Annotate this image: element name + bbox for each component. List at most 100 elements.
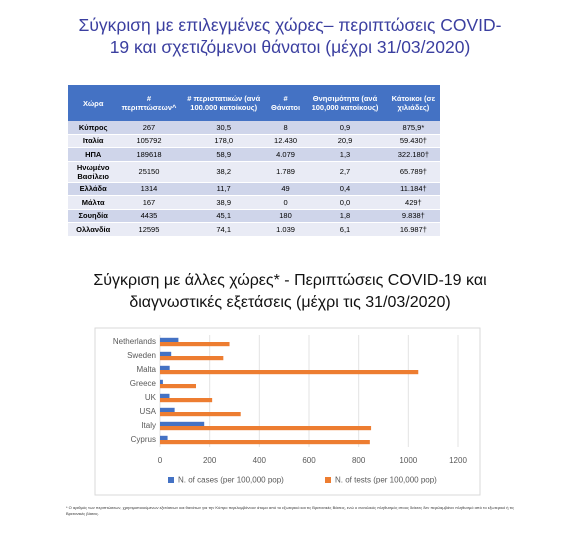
cell: 0,4 — [303, 182, 387, 196]
cell: ΗΠΑ — [68, 147, 119, 162]
bar — [160, 407, 175, 412]
table-row: Ηνωμένο Βασίλειο 25150 38,2 1.789 2,7 65.789† — [68, 161, 440, 183]
cell: 12.430 — [267, 134, 304, 148]
cell: 16.987† — [386, 222, 440, 237]
bar — [160, 384, 197, 389]
bar — [160, 412, 241, 417]
cell: 105792 — [118, 134, 180, 148]
bar — [160, 426, 372, 431]
cell: 0 — [267, 195, 304, 210]
bar — [160, 370, 419, 375]
cell: 74,1 — [179, 222, 268, 237]
y-tick-label: UK — [145, 393, 157, 402]
cell: 875,9* — [386, 121, 440, 135]
x-tick-label: 600 — [302, 456, 316, 465]
table-row: Σουηδία 4435 45,1 180 1,8 9.838† — [68, 209, 440, 223]
cell: 11,7 — [179, 182, 268, 196]
y-tick-label: Cyprus — [131, 435, 156, 444]
cell: 38,2 — [179, 161, 268, 183]
footnote: * Ο αριθμός των περιπτώσεων, χρησιμοποιο… — [66, 505, 515, 516]
bar — [160, 351, 172, 356]
cell: 2,7 — [303, 161, 387, 183]
table-row: ΗΠΑ 189618 58,9 4.079 1,3 322.180† — [68, 147, 440, 162]
table-row: Ολλανδία 12595 74,1 1.039 6,1 16.987† — [68, 222, 440, 237]
x-tick-label: 1000 — [399, 456, 417, 465]
cell: Κύπρος — [68, 121, 119, 135]
cell: 45,1 — [179, 209, 268, 223]
bar — [160, 365, 170, 370]
cell: 180 — [267, 209, 304, 223]
cell: 1,3 — [303, 147, 387, 162]
legend-label: N. of cases (per 100,000 pop) — [178, 476, 284, 485]
header-cell: Θνησιμότητα (ανά 100,000 κατοίκους) — [303, 85, 387, 121]
cell: 1314 — [118, 182, 180, 196]
cell: 178,0 — [179, 134, 268, 148]
header-cell: Κάτοικοι (σε χιλιάδες) — [386, 85, 440, 121]
cell: 38,9 — [179, 195, 268, 210]
cell: 189618 — [118, 147, 180, 162]
chart-title: Σύγκριση με άλλες χώρες* - Περιπτώσεις C… — [93, 272, 487, 311]
cell: 0,0 — [303, 195, 387, 210]
cell: 20,9 — [303, 134, 387, 148]
cell: 429† — [386, 195, 440, 210]
bar — [160, 435, 168, 440]
cell: 30,5 — [179, 121, 268, 135]
x-tick-label: 800 — [352, 456, 366, 465]
legend-swatch — [325, 477, 331, 483]
cell: 267 — [118, 121, 180, 135]
x-tick-label: 0 — [158, 456, 163, 465]
x-tick-label: 400 — [253, 456, 267, 465]
y-tick-label: Netherlands — [113, 337, 156, 346]
x-tick-label: 200 — [203, 456, 217, 465]
cell: 4.079 — [267, 147, 304, 162]
legend-label: N. of tests (per 100,000 pop) — [335, 476, 437, 485]
cell: Ελλάδα — [68, 182, 119, 196]
chart-frame — [94, 327, 481, 496]
cell: 12595 — [118, 222, 180, 237]
y-tick-label: Greece — [130, 379, 157, 388]
cell: 65.789† — [386, 161, 440, 183]
cell: Ιταλία — [68, 134, 119, 148]
bar — [160, 356, 224, 361]
y-tick-label: USA — [140, 407, 157, 416]
cell: 58,9 — [179, 147, 268, 162]
bar — [160, 393, 170, 398]
cell: 25150 — [118, 161, 180, 183]
cell: 0,9 — [303, 121, 387, 135]
cell: 11.184† — [386, 182, 440, 196]
bar — [160, 440, 370, 445]
table-row: Κύπρος 267 30,5 8 0,9 875,9* — [68, 121, 440, 135]
cell: 4435 — [118, 209, 180, 223]
cell: 322.180† — [386, 147, 440, 162]
y-tick-label: Sweden — [127, 351, 156, 360]
y-tick-label: Malta — [136, 365, 156, 374]
bar — [160, 342, 230, 347]
data-table: Χώρα # περιπτώσεων^ # περιστατικών (ανά 10… — [68, 85, 440, 237]
y-tick-label: Italy — [141, 421, 156, 430]
cell: Μάλτα — [68, 195, 119, 210]
table-row: Ελλάδα 1314 11,7 49 0,4 11.184† — [68, 182, 440, 196]
cell: 49 — [267, 182, 304, 196]
cell: 59.430† — [386, 134, 440, 148]
cell: Ηνωμένο Βασίλειο — [68, 161, 119, 183]
header-cell: # Θάνατοι — [267, 85, 304, 121]
cell: 1,8 — [303, 209, 387, 223]
table-row: Μάλτα 167 38,9 0 0,0 429† — [68, 195, 440, 210]
cell: 167 — [118, 195, 180, 210]
cell: 6,1 — [303, 222, 387, 237]
cell: 9.838† — [386, 209, 440, 223]
bar — [160, 398, 213, 403]
header-cell: # περιπτώσεων^ — [118, 85, 180, 121]
cell: Ολλανδία — [68, 222, 119, 237]
table-row: Ιταλία 105792 178,0 12.430 20,9 59.430† — [68, 134, 440, 148]
bar — [160, 337, 179, 342]
legend-swatch — [168, 477, 174, 483]
bar — [160, 421, 205, 426]
x-tick-label: 1200 — [449, 456, 467, 465]
header-cell: Χώρα — [68, 85, 119, 121]
cell: 1.789 — [267, 161, 304, 183]
bar — [160, 379, 163, 384]
cell: Σουηδία — [68, 209, 119, 223]
